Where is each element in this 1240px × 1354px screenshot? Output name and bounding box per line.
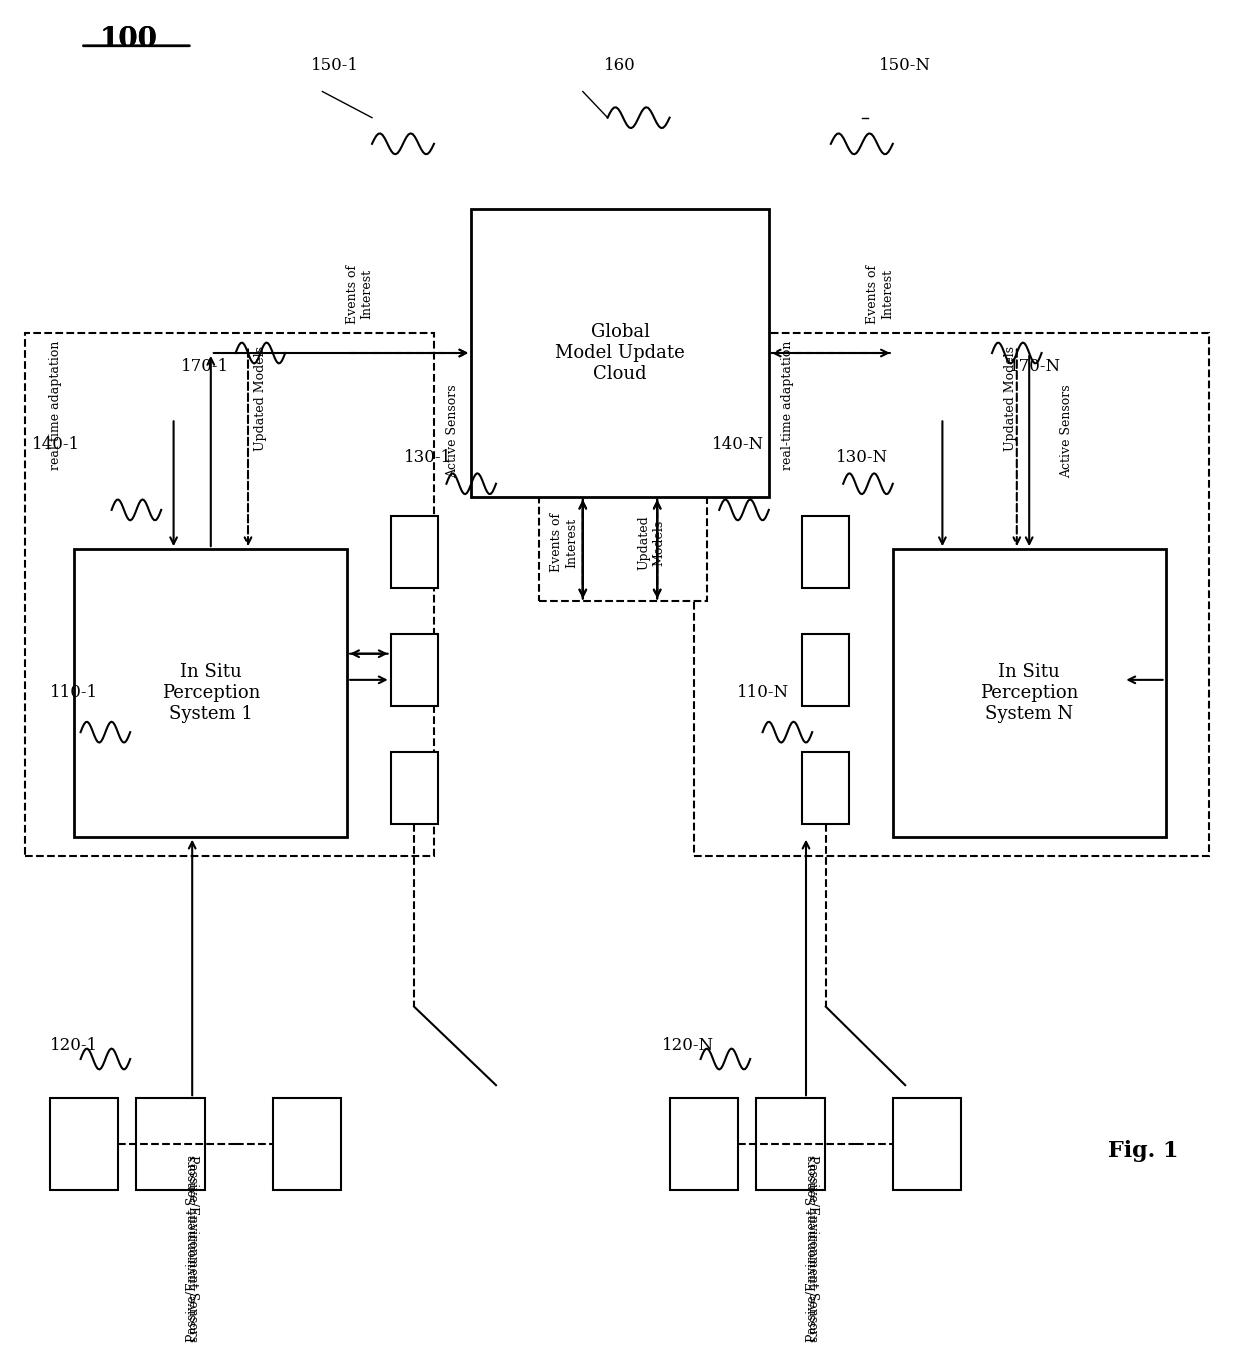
Bar <box>694 333 1209 856</box>
Text: 140-N: 140-N <box>712 436 764 454</box>
Text: 100: 100 <box>99 26 157 53</box>
Bar <box>74 550 347 837</box>
Text: 170-N: 170-N <box>1009 357 1061 375</box>
Text: 120-1: 120-1 <box>51 1037 98 1055</box>
Text: Events of
Interest: Events of Interest <box>551 513 578 573</box>
Bar <box>50 1098 118 1190</box>
Text: In Situ
Perception
System 1: In Situ Perception System 1 <box>161 663 260 723</box>
Text: 140-1: 140-1 <box>32 436 79 454</box>
Bar <box>670 1098 738 1190</box>
Bar <box>893 550 1166 837</box>
Text: 130-N: 130-N <box>836 450 888 466</box>
Text: 150-N: 150-N <box>879 57 931 74</box>
Text: 110-N: 110-N <box>737 684 789 701</box>
Text: 100: 100 <box>99 26 157 53</box>
Text: 150-1: 150-1 <box>311 57 358 74</box>
Text: Updated
Models: Updated Models <box>637 516 665 570</box>
Text: Active Sensors: Active Sensors <box>446 385 459 478</box>
Bar <box>391 516 438 589</box>
Bar <box>539 490 707 601</box>
Text: 110-1: 110-1 <box>51 684 98 701</box>
Text: Events of
Interest: Events of Interest <box>346 264 373 324</box>
Bar <box>136 1098 205 1190</box>
Bar <box>802 516 849 589</box>
Text: 170-1: 170-1 <box>181 357 228 375</box>
Bar <box>756 1098 825 1190</box>
Text: Fig. 1: Fig. 1 <box>1107 1140 1178 1162</box>
Text: Passive/Environment Sensors: Passive/Environment Sensors <box>806 1155 818 1342</box>
Bar <box>273 1098 341 1190</box>
Text: Passive/Environment Sensors: Passive/Environment Sensors <box>806 1155 818 1342</box>
Bar <box>391 634 438 705</box>
Text: real-time adaptation: real-time adaptation <box>781 341 794 470</box>
Text: Events of
Interest: Events of Interest <box>867 264 894 324</box>
Text: Passive/Environment Sensors: Passive/Environment Sensors <box>186 1155 198 1342</box>
Bar <box>25 333 434 856</box>
Text: In Situ
Perception
System N: In Situ Perception System N <box>980 663 1079 723</box>
Text: Active Sensors: Active Sensors <box>1060 385 1073 478</box>
Text: Passive/Environment Sensors: Passive/Environment Sensors <box>186 1155 198 1342</box>
Text: Updated Models: Updated Models <box>1004 347 1017 451</box>
Text: 160: 160 <box>604 57 636 74</box>
Bar <box>391 751 438 823</box>
Bar <box>802 634 849 705</box>
Bar <box>893 1098 961 1190</box>
Bar <box>802 751 849 823</box>
Text: real-time adaptation: real-time adaptation <box>50 341 62 470</box>
Text: 120-N: 120-N <box>662 1037 714 1055</box>
Bar <box>471 209 769 497</box>
Text: Global
Model Update
Cloud: Global Model Update Cloud <box>556 324 684 383</box>
Text: Updated Models: Updated Models <box>254 347 267 451</box>
Text: 130-1: 130-1 <box>404 450 451 466</box>
